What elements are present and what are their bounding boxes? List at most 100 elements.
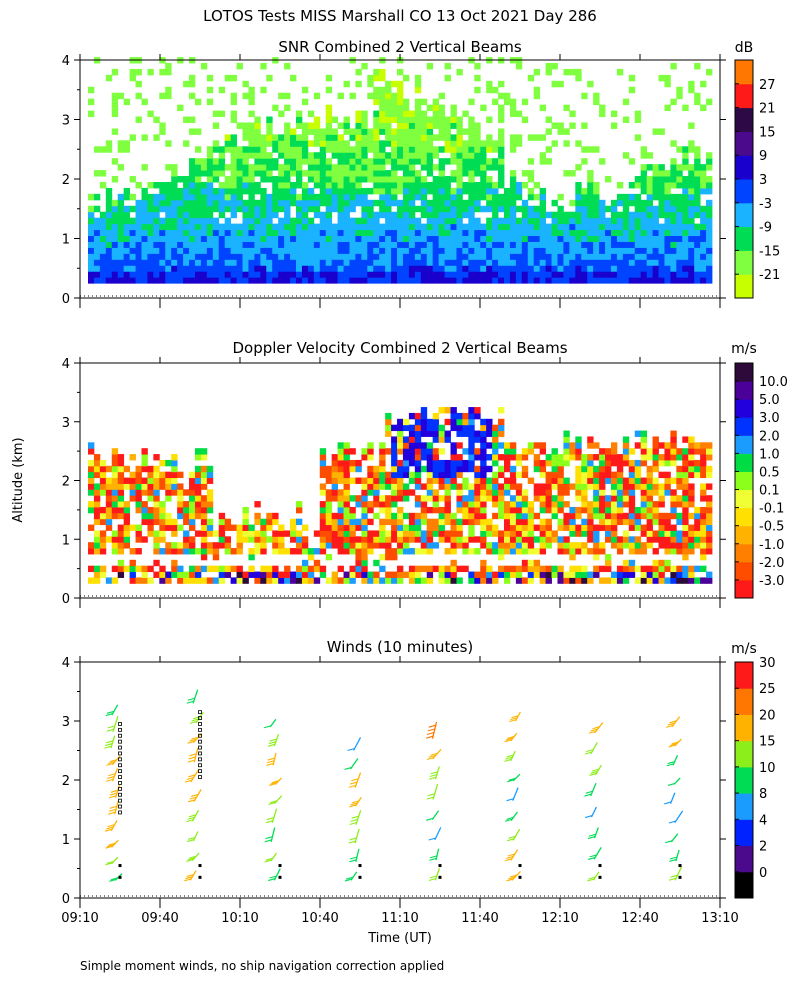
snr-cell: [331, 176, 338, 183]
snr-cell: [117, 229, 125, 237]
velocity-cell: [254, 530, 261, 537]
snr-cell: [492, 259, 499, 266]
wind-barb-shaft: [434, 827, 442, 841]
snr-cell: [171, 241, 178, 248]
snr-cell: [301, 193, 309, 201]
snr-cell: [408, 199, 416, 207]
snr-cell: [224, 247, 232, 254]
snr-cell: [581, 223, 588, 231]
wind-barb-shaft: [274, 795, 283, 805]
snr-cell: [670, 205, 677, 213]
snr-cell: [486, 223, 493, 231]
snr-cell: [462, 235, 469, 242]
velocity-cell: [646, 571, 653, 578]
snr-cell: [688, 277, 695, 284]
velocity-cell: [117, 489, 125, 496]
snr-cell: [557, 277, 564, 284]
snr-cell: [379, 152, 386, 159]
velocity-cell: [622, 571, 630, 578]
snr-cell: [599, 104, 606, 112]
snr-cell: [593, 241, 600, 248]
snr-cell: [652, 241, 659, 248]
snr-cell: [664, 277, 671, 284]
snr-cell: [373, 223, 380, 231]
snr-cell: [474, 164, 481, 171]
snr-cell: [254, 259, 261, 266]
snr-cell: [290, 223, 297, 231]
snr-cell: [706, 271, 713, 278]
snr-cell: [111, 271, 119, 278]
velocity-cell: [676, 536, 683, 543]
snr-cell: [402, 181, 410, 189]
wind-barb-shaft: [112, 715, 119, 732]
velocity-cell: [438, 536, 445, 543]
snr-cell: [605, 265, 612, 272]
wind-barb-shaft: [514, 711, 521, 722]
velocity-cell: [509, 542, 517, 549]
snr-cell: [218, 271, 226, 278]
snr-cell: [230, 277, 237, 284]
snr-cell: [640, 164, 648, 171]
velocity-cell: [236, 565, 243, 573]
velocity-cell: [456, 565, 463, 573]
snr-cell: [331, 205, 338, 213]
snr-cell: [397, 140, 404, 147]
snr-cell: [444, 158, 451, 165]
velocity-cell: [515, 483, 523, 490]
velocity-cell: [486, 477, 493, 484]
velocity-cell: [325, 530, 333, 537]
wind-barb-feather: [264, 859, 272, 863]
snr-cell: [575, 259, 582, 266]
snr-cell: [242, 205, 249, 213]
snr-cell: [652, 265, 659, 272]
snr-cell: [301, 271, 309, 278]
snr-cell: [682, 199, 689, 207]
snr-cell: [563, 217, 570, 225]
snr-cell: [646, 259, 653, 266]
velocity-cell: [171, 530, 178, 537]
velocity-cell: [88, 565, 95, 573]
velocity-cell: [111, 506, 119, 514]
snr-cell: [117, 253, 125, 260]
snr-cell: [153, 235, 160, 242]
velocity-cell: [402, 571, 410, 578]
snr-cell: [569, 271, 576, 278]
velocity-cell: [515, 571, 523, 578]
velocity-cell: [515, 518, 523, 526]
snr-cell: [462, 253, 469, 260]
snr-cell: [420, 128, 428, 135]
velocity-cell: [498, 542, 505, 549]
velocity-cell: [634, 565, 642, 573]
velocity-cell: [563, 501, 570, 508]
snr-cell: [492, 164, 499, 171]
snr-cell: [367, 271, 374, 278]
velocity-cell: [391, 477, 398, 484]
snr-cell: [676, 235, 683, 242]
velocity-cell: [325, 477, 333, 484]
snr-cell: [93, 146, 101, 153]
snr-cell: [658, 241, 665, 248]
snr-cell: [278, 229, 285, 237]
snr-cell: [527, 187, 535, 195]
velocity-cell: [296, 530, 303, 537]
velocity-cell: [616, 459, 624, 467]
snr-cell: [658, 253, 665, 260]
velocity-cell: [628, 483, 636, 490]
snr-cell: [539, 241, 546, 248]
snr-cell: [218, 199, 226, 207]
snr-cell: [307, 253, 315, 260]
snr-cell: [391, 128, 398, 135]
snr-cell: [700, 277, 707, 284]
velocity-cell: [147, 577, 154, 584]
snr-cell: [468, 187, 475, 195]
snr-cell: [587, 193, 594, 201]
snr-cell: [361, 265, 368, 272]
snr-cell: [569, 235, 576, 242]
wind-barb-feather: [506, 838, 515, 842]
velocity-cell: [296, 571, 303, 578]
velocity-cell: [486, 465, 493, 473]
snr-cell: [426, 128, 434, 135]
snr-cell: [230, 265, 237, 272]
snr-cell: [236, 235, 243, 242]
velocity-cell: [248, 524, 255, 531]
